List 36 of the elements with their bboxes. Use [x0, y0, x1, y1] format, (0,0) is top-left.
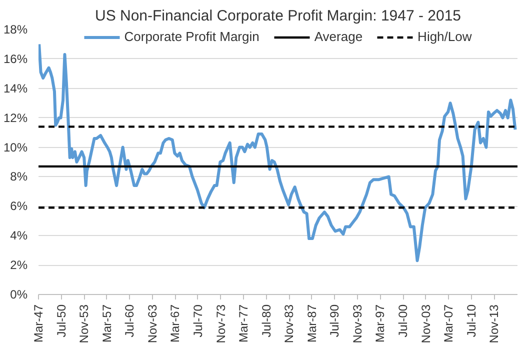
- y-tick-label: 8%: [10, 170, 28, 184]
- x-tick-label: Nov-53: [77, 304, 92, 344]
- y-tick-label: 4%: [10, 228, 28, 243]
- x-tick-label: Mar-57: [100, 304, 114, 343]
- x-tick-label: Jul-90: [328, 304, 342, 338]
- x-tick-label: Jul-50: [54, 304, 68, 338]
- x-tick-label: Nov-03: [418, 304, 433, 344]
- x-tick-label: Mar-97: [373, 304, 388, 343]
- y-tick-label: 14%: [3, 81, 28, 96]
- x-tick-label: Nov-93: [350, 304, 364, 344]
- x-tick-label: Mar-87: [304, 304, 319, 343]
- x-tick-label: Nov-83: [282, 304, 296, 344]
- chart-title: US Non-Financial Corporate Profit Margin: 1947 - 2015: [94, 8, 462, 24]
- x-tick-label: Mar-07: [442, 304, 456, 343]
- legend-label: Average: [314, 29, 363, 44]
- y-tick-label: 10%: [3, 140, 28, 154]
- x-tick-label: Mar-47: [32, 304, 46, 343]
- y-tick-label: 2%: [10, 258, 28, 272]
- x-tick-label: Nov-73: [214, 304, 228, 344]
- line-series: [38, 42, 517, 262]
- x-tick-label: Jul-60: [122, 304, 137, 338]
- y-tick-label: 12%: [3, 110, 28, 125]
- x-tick-label: Nov-13: [487, 304, 502, 344]
- x-tick-label: Jul-10: [464, 304, 478, 338]
- y-tick-label: 0%: [10, 288, 28, 302]
- legend-label: High/Low: [418, 29, 472, 44]
- x-tick-label: Jul-80: [259, 304, 274, 338]
- y-tick-label: 18%: [3, 22, 28, 36]
- x-tick-label: Mar-67: [168, 304, 182, 343]
- x-tick-label: Jul-00: [396, 304, 410, 338]
- x-tick-label: Jul-70: [190, 304, 205, 338]
- x-tick-label: Mar-77: [236, 304, 251, 343]
- x-tick-label: Nov-63: [145, 304, 160, 344]
- y-tick-label: 16%: [3, 52, 28, 66]
- legend-label: Corporate Profit Margin: [124, 29, 260, 44]
- y-tick-label: 6%: [10, 199, 28, 214]
